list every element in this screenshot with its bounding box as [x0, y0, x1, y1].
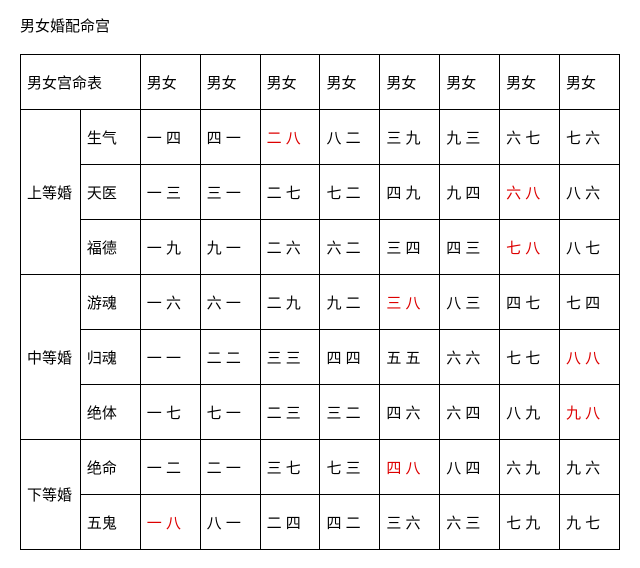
table-cell: 一 九 [140, 220, 200, 275]
table-cell: 八 二 [320, 110, 380, 165]
table-cell: 四 四 [320, 330, 380, 385]
table-cell: 三 一 [200, 165, 260, 220]
table-cell: 三 四 [380, 220, 440, 275]
table-cell: 六 七 [500, 110, 560, 165]
row-sub-label: 生气 [80, 110, 140, 165]
group-label: 中等婚 [21, 275, 81, 440]
table-cell: 七 一 [200, 385, 260, 440]
table-cell: 六 一 [200, 275, 260, 330]
row-sub-label: 归魂 [80, 330, 140, 385]
table-cell: 六 六 [440, 330, 500, 385]
column-header: 男女 [320, 55, 380, 110]
table-cell: 七 八 [500, 220, 560, 275]
table-cell: 六 九 [500, 440, 560, 495]
table-cell: 七 九 [500, 495, 560, 550]
row-sub-label: 游魂 [80, 275, 140, 330]
table-cell: 七 四 [560, 275, 620, 330]
table-cell: 四 一 [200, 110, 260, 165]
table-cell: 八 一 [200, 495, 260, 550]
table-cell: 一 一 [140, 330, 200, 385]
table-cell: 九 四 [440, 165, 500, 220]
table-cell: 三 二 [320, 385, 380, 440]
table-cell: 四 八 [380, 440, 440, 495]
table-cell: 三 八 [380, 275, 440, 330]
table-cell: 四 九 [380, 165, 440, 220]
row-sub-label: 绝体 [80, 385, 140, 440]
table-cell: 二 八 [260, 110, 320, 165]
table-header-label: 男女宫命表 [21, 55, 141, 110]
table-cell: 八 四 [440, 440, 500, 495]
table-cell: 八 九 [500, 385, 560, 440]
group-label: 下等婚 [21, 440, 81, 550]
table-cell: 四 七 [500, 275, 560, 330]
column-header: 男女 [380, 55, 440, 110]
marriage-table: 男女宫命表男女男女男女男女男女男女男女男女上等婚生气一 四四 一二 八八 二三 … [20, 54, 620, 550]
table-cell: 七 六 [560, 110, 620, 165]
column-header: 男女 [500, 55, 560, 110]
table-cell: 二 四 [260, 495, 320, 550]
table-cell: 二 九 [260, 275, 320, 330]
table-cell: 一 四 [140, 110, 200, 165]
column-header: 男女 [440, 55, 500, 110]
table-cell: 二 一 [200, 440, 260, 495]
table-cell: 六 八 [500, 165, 560, 220]
table-cell: 七 七 [500, 330, 560, 385]
table-cell: 八 三 [440, 275, 500, 330]
table-cell: 四 二 [320, 495, 380, 550]
table-cell: 一 二 [140, 440, 200, 495]
table-cell: 三 三 [260, 330, 320, 385]
table-cell: 八 六 [560, 165, 620, 220]
table-cell: 九 一 [200, 220, 260, 275]
row-sub-label: 福德 [80, 220, 140, 275]
column-header: 男女 [560, 55, 620, 110]
table-cell: 六 三 [440, 495, 500, 550]
column-header: 男女 [200, 55, 260, 110]
table-cell: 九 三 [440, 110, 500, 165]
table-cell: 六 二 [320, 220, 380, 275]
table-cell: 九 六 [560, 440, 620, 495]
table-cell: 三 七 [260, 440, 320, 495]
column-header: 男女 [260, 55, 320, 110]
table-cell: 三 六 [380, 495, 440, 550]
table-cell: 八 八 [560, 330, 620, 385]
table-cell: 九 八 [560, 385, 620, 440]
table-cell: 二 六 [260, 220, 320, 275]
table-cell: 一 三 [140, 165, 200, 220]
table-cell: 七 三 [320, 440, 380, 495]
table-cell: 一 六 [140, 275, 200, 330]
table-cell: 一 七 [140, 385, 200, 440]
page-title: 男女婚配命宫 [20, 15, 620, 36]
table-cell: 四 三 [440, 220, 500, 275]
row-sub-label: 五鬼 [80, 495, 140, 550]
table-cell: 二 三 [260, 385, 320, 440]
table-cell: 二 七 [260, 165, 320, 220]
table-cell: 二 二 [200, 330, 260, 385]
column-header: 男女 [140, 55, 200, 110]
table-cell: 五 五 [380, 330, 440, 385]
table-cell: 九 七 [560, 495, 620, 550]
table-cell: 九 二 [320, 275, 380, 330]
row-sub-label: 天医 [80, 165, 140, 220]
group-label: 上等婚 [21, 110, 81, 275]
table-cell: 八 七 [560, 220, 620, 275]
row-sub-label: 绝命 [80, 440, 140, 495]
table-cell: 四 六 [380, 385, 440, 440]
table-cell: 六 四 [440, 385, 500, 440]
table-cell: 七 二 [320, 165, 380, 220]
table-cell: 一 八 [140, 495, 200, 550]
table-cell: 三 九 [380, 110, 440, 165]
